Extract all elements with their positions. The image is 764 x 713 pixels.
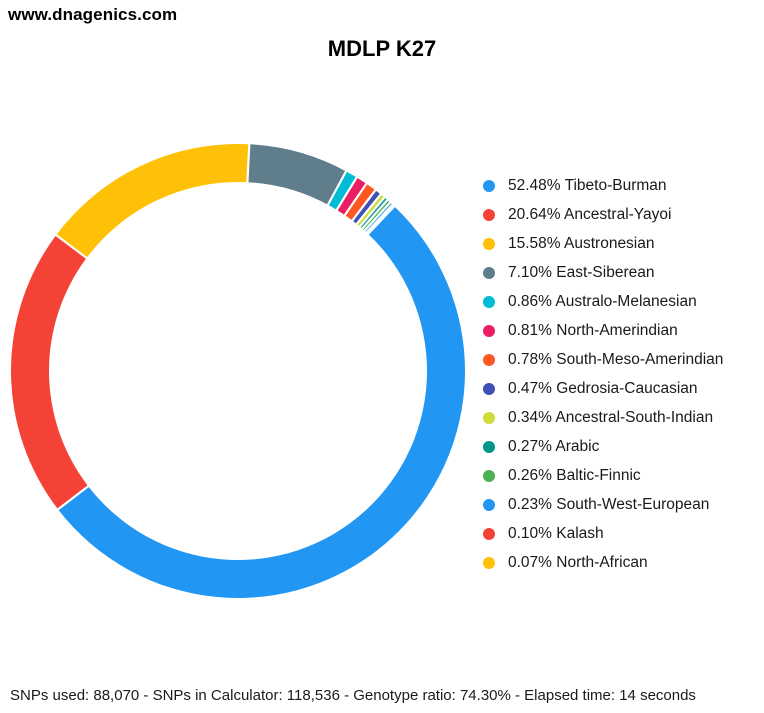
legend-label: 0.26% Baltic-Finnic — [508, 466, 641, 484]
legend-item-ancestral-south-indian[interactable]: 0.34% Ancestral-South-Indian — [483, 403, 723, 432]
site-url: www.dnagenics.com — [8, 5, 178, 24]
slice-gedrosia-caucasian[interactable] — [352, 190, 381, 224]
legend-swatch-icon — [483, 411, 495, 424]
slice-separator — [335, 176, 359, 212]
slice-ancestral-yayoi[interactable] — [10, 235, 89, 510]
legend-item-australo-melanesian[interactable]: 0.86% Australo-Melanesian — [483, 287, 723, 316]
legend-item-north-african[interactable]: 0.07% North-African — [483, 548, 723, 577]
slice-baltic-finnic[interactable] — [362, 200, 391, 231]
legend-label: 15.58% Austronesian — [508, 234, 655, 252]
slice-australo-melanesian[interactable] — [327, 171, 357, 210]
legend-label: 0.27% Arabic — [508, 437, 600, 455]
chart-title: MDLP K27 — [327, 36, 437, 61]
slice-separator — [360, 198, 389, 231]
legend-swatch-icon — [483, 295, 495, 308]
slice-separator — [363, 200, 392, 233]
legend-label: 0.47% Gedrosia-Caucasian — [508, 379, 698, 397]
slice-separator — [326, 169, 348, 207]
legend-label: 7.10% East-Siberean — [508, 263, 655, 281]
slice-austronesian[interactable] — [56, 144, 250, 258]
legend-swatch-icon — [483, 353, 495, 366]
legend-item-baltic-finnic[interactable]: 0.26% Baltic-Finnic — [483, 461, 723, 490]
slice-separator — [355, 192, 383, 226]
legend-swatch-icon — [483, 179, 495, 192]
slice-east-siberean[interactable] — [247, 144, 347, 205]
legend-label: 0.34% Ancestral-South-Indian — [508, 408, 714, 426]
legend-label: 0.10% Kalash — [508, 524, 604, 542]
slice-arabic[interactable] — [359, 197, 388, 229]
slice-south-west-european[interactable] — [364, 202, 393, 233]
status-bar: SNPs used: 88,070 - SNPs in Calculator: … — [10, 687, 696, 704]
legend-item-gedrosia-caucasian[interactable]: 0.47% Gedrosia-Caucasian — [483, 374, 723, 403]
legend-item-tibeto-burman[interactable]: 52.48% Tibeto-Burman — [483, 171, 723, 200]
slice-separator — [246, 143, 251, 184]
legend-item-north-amerindian[interactable]: 0.81% North-Amerindian — [483, 316, 723, 345]
slice-ancestral-south-indian[interactable] — [356, 194, 385, 227]
legend-swatch-icon — [483, 556, 495, 569]
slice-separator — [366, 204, 396, 235]
legend-item-south-west-european[interactable]: 0.23% South-West-European — [483, 490, 723, 519]
slice-tibeto-burman[interactable] — [58, 206, 466, 598]
legend-label: 52.48% Tibeto-Burman — [508, 176, 667, 194]
legend-swatch-icon — [483, 324, 495, 337]
legend-label: 20.64% Ancestral-Yayoi — [508, 205, 672, 223]
legend-item-south-meso-amerindian[interactable]: 0.78% South-Meso-Amerindian — [483, 345, 723, 374]
slice-separator — [56, 484, 90, 511]
legend-item-kalash[interactable]: 0.10% Kalash — [483, 519, 723, 548]
legend-item-arabic[interactable]: 0.27% Arabic — [483, 432, 723, 461]
slice-separator — [358, 196, 386, 229]
legend-swatch-icon — [483, 440, 495, 453]
legend-label: 0.81% North-Amerindian — [508, 321, 678, 339]
legend-swatch-icon — [483, 527, 495, 540]
legend-swatch-icon — [483, 469, 495, 482]
legend-swatch-icon — [483, 208, 495, 221]
slice-separator — [343, 182, 368, 217]
legend-swatch-icon — [483, 498, 495, 511]
legend-label: 0.07% North-African — [508, 553, 648, 571]
legend-label: 0.23% South-West-European — [508, 495, 710, 513]
legend-item-east-siberean[interactable]: 7.10% East-Siberean — [483, 258, 723, 287]
slice-separator — [54, 233, 89, 260]
legend-label: 0.78% South-Meso-Amerindian — [508, 350, 724, 368]
legend-swatch-icon — [483, 237, 495, 250]
slice-separator — [350, 188, 377, 222]
slice-south-meso-amerindian[interactable] — [344, 183, 376, 221]
chart-legend: 52.48% Tibeto-Burman 20.64% Ancestral-Yay… — [483, 171, 723, 577]
slice-separator — [365, 203, 394, 235]
legend-item-ancestral-yayoi[interactable]: 20.64% Ancestral-Yayoi — [483, 200, 723, 229]
slice-north-amerindian[interactable] — [336, 177, 367, 216]
legend-label: 0.86% Australo-Melanesian — [508, 292, 697, 310]
legend-swatch-icon — [483, 266, 495, 279]
legend-swatch-icon — [483, 382, 495, 395]
legend-item-austronesian[interactable]: 15.58% Austronesian — [483, 229, 723, 258]
